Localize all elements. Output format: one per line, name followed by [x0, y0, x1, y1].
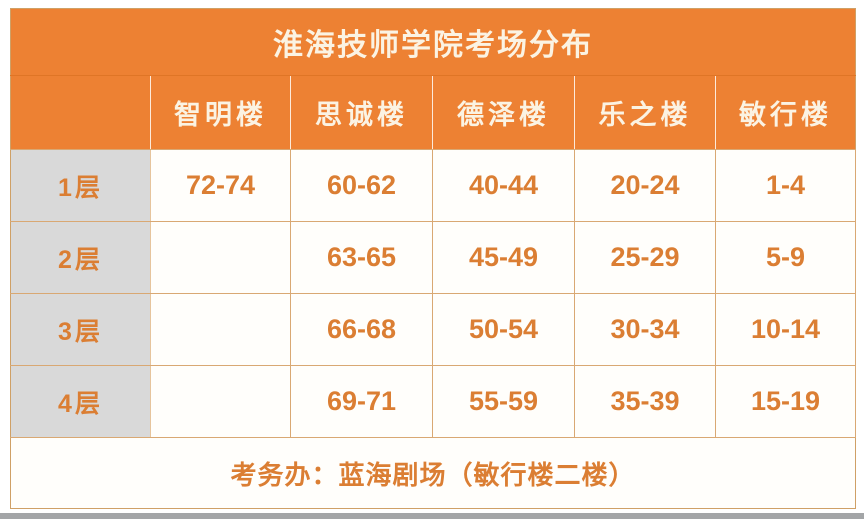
data-cell: 63-65 — [290, 221, 433, 294]
data-cell: 5-9 — [715, 221, 856, 294]
data-cell: 35-39 — [574, 365, 716, 438]
data-cell: 25-29 — [574, 221, 716, 294]
table-title: 淮海技师学院考场分布 — [10, 8, 856, 76]
data-cell: 1-4 — [715, 149, 856, 222]
data-cell — [150, 293, 291, 366]
data-cell: 60-62 — [290, 149, 433, 222]
bottom-edge-bar — [0, 513, 864, 519]
title-row: 淮海技师学院考场分布 — [10, 8, 856, 76]
data-cell: 15-19 — [715, 365, 856, 438]
footer-row: 考务办：蓝海剧场（敏行楼二楼） — [10, 437, 856, 509]
data-cell — [150, 365, 291, 438]
corner-cell — [10, 75, 151, 150]
data-cell: 50-54 — [432, 293, 575, 366]
row-label-floor2: 2层 — [10, 221, 151, 294]
footer-note: 考务办：蓝海剧场（敏行楼二楼） — [10, 437, 856, 509]
column-header-row: 智明楼 思诚楼 德泽楼 乐之楼 敏行楼 — [10, 75, 856, 150]
data-cell: 20-24 — [574, 149, 716, 222]
data-cell — [150, 221, 291, 294]
table-row-floor3: 3层 66-68 50-54 30-34 10-14 — [10, 293, 856, 366]
table-row-floor4: 4层 69-71 55-59 35-39 15-19 — [10, 365, 856, 438]
data-cell: 72-74 — [150, 149, 291, 222]
column-header-zhiming: 智明楼 — [150, 75, 291, 150]
exam-room-distribution-table: 淮海技师学院考场分布 智明楼 思诚楼 德泽楼 乐之楼 敏行楼 1层 72-74 … — [10, 8, 856, 509]
column-header-minxing: 敏行楼 — [715, 75, 856, 150]
data-cell: 66-68 — [290, 293, 433, 366]
column-header-lezhi: 乐之楼 — [574, 75, 716, 150]
data-cell: 69-71 — [290, 365, 433, 438]
row-label-floor1: 1层 — [10, 149, 151, 222]
table-row-floor2: 2层 63-65 45-49 25-29 5-9 — [10, 221, 856, 294]
data-cell: 55-59 — [432, 365, 575, 438]
table-row-floor1: 1层 72-74 60-62 40-44 20-24 1-4 — [10, 149, 856, 222]
data-cell: 45-49 — [432, 221, 575, 294]
data-cell: 30-34 — [574, 293, 716, 366]
column-header-deze: 德泽楼 — [432, 75, 575, 150]
row-label-floor4: 4层 — [10, 365, 151, 438]
data-cell: 10-14 — [715, 293, 856, 366]
column-header-sicheng: 思诚楼 — [290, 75, 433, 150]
row-label-floor3: 3层 — [10, 293, 151, 366]
data-cell: 40-44 — [432, 149, 575, 222]
